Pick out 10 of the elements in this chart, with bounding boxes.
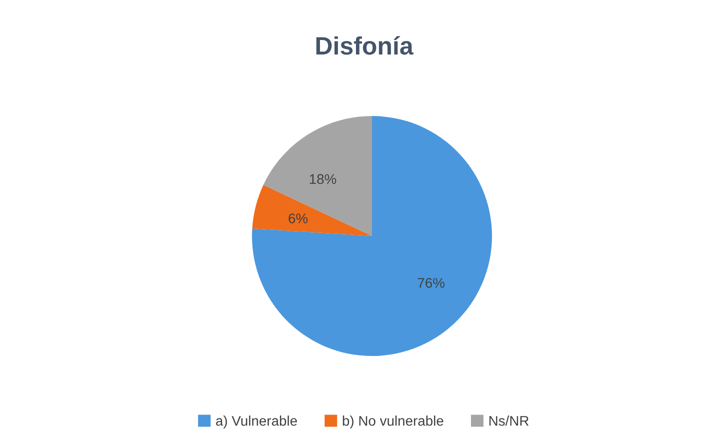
chart-title: Disfonía [316, 36, 414, 55]
pie-slice [252, 184, 372, 236]
data-label: 6% [288, 213, 308, 224]
pie-slice [263, 116, 372, 236]
legend-label: Ns/NR [489, 416, 529, 426]
pie-slice [252, 116, 492, 356]
data-label: 76% [418, 278, 444, 288]
legend-label: a) Vulnerable [216, 416, 297, 428]
data-label: 18% [310, 174, 336, 184]
legend-label: b) No vulnerable [342, 416, 444, 428]
